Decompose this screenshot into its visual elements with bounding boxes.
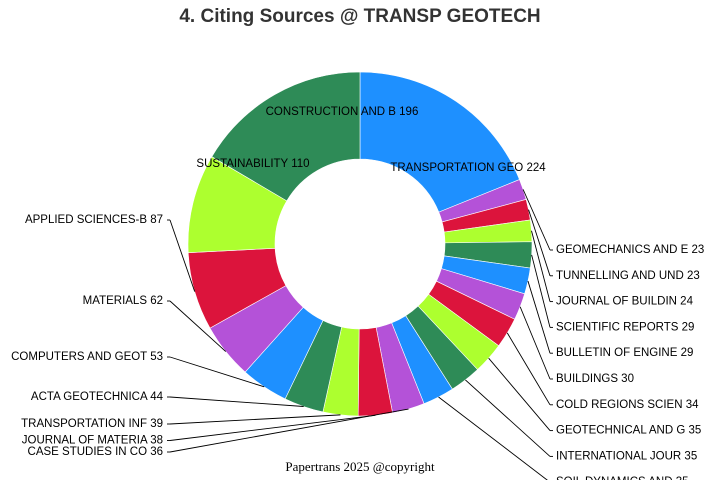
slice-label-journal-of-buildin: JOURNAL OF BUILDIN 24: [556, 296, 694, 308]
slice-label-applied-sciences-b: APPLIED SCIENCES-B 87: [25, 214, 163, 226]
leader-line-bulletin-of-engine: [527, 280, 551, 354]
copyright-footer: Papertrans 2025 @copyright: [285, 459, 435, 474]
leader-line-journal-of-materia: [169, 414, 376, 441]
leader-line-tunnelling-and-und: [528, 209, 551, 276]
leader-line-applied-sciences-b: [169, 219, 196, 292]
leader-line-journal-of-buildin: [531, 230, 551, 302]
slice-label-sustainability: SUSTAINABILITY 110: [196, 158, 309, 170]
slice-label-bulletin-of-engine: BULLETIN OF ENGINE 29: [556, 347, 693, 359]
slice-label-tunnelling-and-und: TUNNELLING AND UND 23: [556, 270, 700, 282]
leader-line-transportation-inf: [169, 414, 341, 425]
slice-label-computers-and-geot: COMPUTERS AND GEOT 53: [11, 351, 163, 363]
slice-label-materials: MATERIALS 62: [83, 295, 163, 307]
slice-transportation-geo: [359, 71, 520, 213]
leader-line-computers-and-geot: [169, 356, 265, 388]
slice-label-transportation-inf: TRANSPORTATION INF 39: [21, 418, 163, 430]
slice-label-construction-and-b: CONSTRUCTION AND B 196: [266, 106, 419, 118]
slice-label-international-jour: INTERNATIONAL JOUR 35: [556, 450, 697, 462]
slice-label-geotechnical-and-g: GEOTECHNICAL AND G 35: [556, 425, 701, 437]
leader-line-cold-regions-scien: [506, 332, 551, 406]
slice-label-buildings: BUILDINGS 30: [556, 373, 634, 385]
slice-label-acta-geotechnica: ACTA GEOTECHNICA 44: [31, 391, 164, 403]
leader-line-materials: [169, 300, 227, 352]
leader-line-scientific-reports: [531, 254, 551, 328]
leader-line-buildings: [519, 306, 551, 380]
slice-label-soil-dynamics-and: SOIL DYNAMICS AND 35: [556, 476, 689, 480]
slice-label-case-studies-in-co: CASE STUDIES IN CO 36: [28, 446, 163, 458]
slice-label-scientific-reports: SCIENTIFIC REPORTS 29: [556, 321, 694, 333]
leader-line-international-jour: [465, 379, 551, 457]
slice-label-geomechanics-and-e: GEOMECHANICS AND E 23: [556, 244, 704, 256]
slice-label-cold-regions-scien: COLD REGIONS SCIEN 34: [556, 399, 699, 411]
chart-title: 4. Citing Sources @ TRANSP GEOTECH: [179, 6, 541, 27]
slice-construction-and-b: [211, 71, 361, 202]
leader-line-acta-geotechnica: [169, 396, 304, 407]
slice-label-transportation-geo: TRANSPORTATION GEO 224: [390, 162, 546, 174]
leader-line-geotechnical-and-g: [488, 357, 551, 431]
slice-label-journal-of-materia: JOURNAL OF MATERIA 38: [22, 435, 163, 447]
leader-line-soil-dynamics-and: [438, 396, 551, 483]
leader-line-geomechanics-and-e: [522, 189, 551, 251]
